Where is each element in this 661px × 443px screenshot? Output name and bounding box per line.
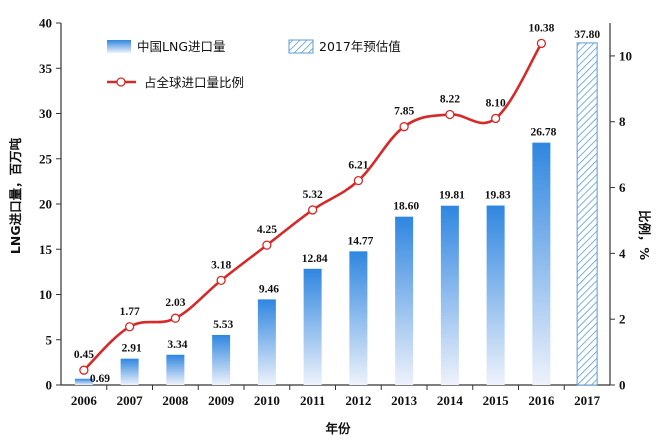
- import-bar: [212, 334, 231, 385]
- left-tick-label: 5: [46, 332, 53, 347]
- bar-value-label: 19.81: [439, 190, 465, 202]
- axes: 0 5 10 15 20 25 30 35 40 0 2 4 6 8 10 2006 2007 2008 2009 2…: [39, 16, 632, 409]
- bar-value-label: 18.60: [393, 201, 419, 213]
- right-tick-label: 10: [619, 48, 632, 63]
- bar-value-label: 2.91: [122, 343, 142, 355]
- x-tick-label: 2016: [528, 393, 555, 408]
- left-tick-label: 10: [39, 287, 52, 302]
- legend-swatch-estimate: [288, 39, 314, 54]
- ratio-value-label: 0.45: [74, 349, 94, 361]
- right-tick-label: 0: [619, 378, 626, 393]
- legend-label-estimate: 2017年预估值: [319, 39, 401, 54]
- ratio-value-label: 6.21: [348, 160, 368, 172]
- x-tick-label: 2006: [71, 393, 98, 408]
- data-labels: 0.69 2.91 3.34 5.53 9.46 12.84 14.77 18.60 19.81…: [74, 22, 601, 384]
- ratio-point: [124, 322, 135, 332]
- ratio-value-label: 3.18: [211, 259, 231, 271]
- import-bar: [303, 268, 322, 385]
- ratio-value-label: 5.32: [303, 189, 323, 201]
- bar-value-label: 5.53: [213, 319, 233, 331]
- x-tick-label: 2012: [345, 393, 371, 408]
- x-tick-label: 2008: [162, 393, 189, 408]
- ratio-point: [353, 175, 364, 186]
- right-axis-title: 比例，%: [637, 210, 652, 261]
- left-tick-label: 0: [46, 378, 53, 393]
- x-tick-label: 2017: [574, 393, 601, 408]
- ratio-point: [216, 275, 226, 285]
- bars: [74, 42, 598, 386]
- bar-value-label: 14.77: [347, 235, 373, 247]
- x-axis-title: 年份: [325, 421, 351, 436]
- left-tick-label: 20: [39, 197, 52, 212]
- ratio-value-label: 7.85: [394, 106, 414, 118]
- legend-swatch-imports: [107, 40, 131, 53]
- right-tick-label: 2: [619, 312, 626, 327]
- x-tick-label: 2014: [437, 393, 464, 408]
- right-tick-label: 6: [619, 180, 626, 195]
- left-tick-label: 25: [39, 151, 53, 166]
- left-axis-title: LNG进口量，百万吨: [8, 137, 23, 254]
- bar-value-label: 12.84: [302, 253, 328, 265]
- bar-value-label: 3.34: [167, 339, 187, 351]
- right-tick-label: 4: [619, 246, 626, 261]
- ratio-point: [490, 113, 501, 124]
- legend-label-imports: 中国LNG进口量: [137, 39, 226, 54]
- ratio-point: [445, 109, 455, 120]
- legend-marker-ratio: [116, 77, 126, 87]
- x-tick-label: 2011: [300, 393, 325, 408]
- x-tick-label: 2009: [208, 393, 235, 408]
- left-tick-label: 15: [39, 242, 53, 257]
- bar-value-label: 19.83: [485, 190, 511, 202]
- import-bar: [440, 205, 459, 385]
- ratio-line-layer: [79, 38, 547, 375]
- import-bar: [257, 299, 276, 385]
- ratio-value-label: 8.10: [486, 97, 506, 109]
- import-bar: [395, 216, 414, 385]
- bar-value-label: 0.69: [90, 373, 110, 385]
- ratio-point: [307, 205, 318, 215]
- bar-value-label: 9.46: [259, 283, 279, 295]
- x-tick-label: 2007: [117, 393, 144, 408]
- right-tick-label: 8: [619, 114, 626, 129]
- left-tick-label: 35: [39, 61, 53, 76]
- left-tick-label: 40: [39, 16, 52, 31]
- ratio-point: [170, 313, 181, 323]
- legend-label-ratio: 占全球进口量比例: [144, 75, 244, 90]
- ratio-point: [262, 240, 272, 250]
- x-tick-label: 2013: [391, 393, 418, 408]
- ratio-point: [399, 122, 409, 132]
- ratio-value-label: 2.03: [165, 297, 185, 309]
- import-bar: [532, 142, 551, 385]
- import-bar: [486, 205, 505, 385]
- ratio-value-label: 4.25: [257, 224, 277, 236]
- import-bar: [120, 358, 139, 385]
- bar-value-label: 26.78: [530, 127, 556, 139]
- import-bar: [349, 251, 368, 385]
- ratio-point: [79, 365, 89, 375]
- estimate-bar: [576, 42, 598, 386]
- x-tick-label: 2015: [483, 393, 510, 408]
- left-tick-label: 30: [39, 106, 52, 121]
- ratio-point: [536, 38, 547, 49]
- import-bar: [74, 378, 93, 385]
- estimate-value-label: 37.80: [574, 29, 600, 41]
- import-bar: [166, 354, 185, 385]
- x-tick-label: 2010: [254, 393, 280, 408]
- ratio-value-label: 1.77: [120, 306, 140, 318]
- ratio-value-label: 8.22: [440, 93, 460, 105]
- ratio-value-label: 10.38: [528, 22, 554, 34]
